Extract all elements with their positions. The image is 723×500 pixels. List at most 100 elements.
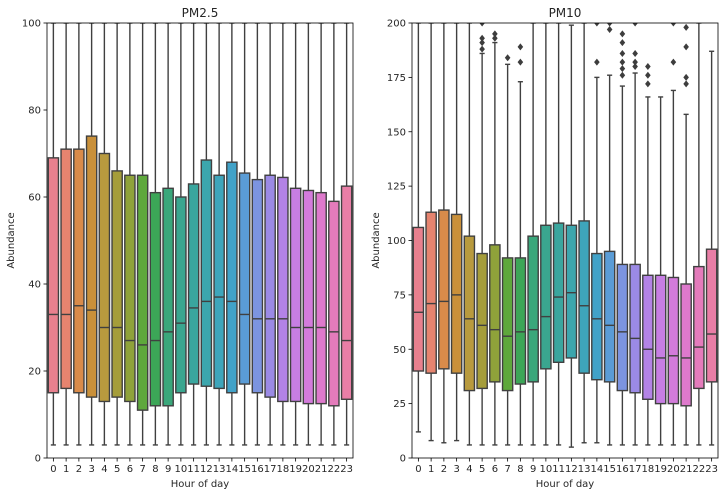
box-hour-13 [578, 220, 590, 374]
outlier-point [517, 43, 524, 51]
box-hour-8 [149, 191, 162, 407]
outlier-point [619, 39, 626, 47]
plot-area [412, 23, 718, 448]
outlier-point [479, 39, 485, 47]
box-hour-20 [302, 189, 315, 405]
x-tick-label: 11 [552, 464, 565, 475]
x-tick-label: 3 [88, 464, 94, 475]
y-tick-label: 100 [387, 236, 406, 247]
y-tick-label: 40 [28, 280, 41, 291]
outlier-point [492, 34, 498, 42]
outlier-point [619, 58, 626, 66]
x-tick-label: 10 [175, 464, 188, 475]
outlier-point [683, 80, 689, 88]
x-tick-label: 1 [63, 464, 69, 475]
y-tick-label: 0 [400, 454, 406, 465]
outlier-point [492, 30, 498, 38]
box-hour-19 [654, 274, 667, 405]
y-tick-label: 60 [28, 193, 41, 204]
chart-title: PM10 [549, 6, 582, 20]
x-tick-label: 21 [315, 464, 328, 475]
x-tick-label: 4 [466, 464, 472, 475]
y-tick-label: 80 [28, 106, 41, 117]
box-hour-16 [251, 178, 264, 394]
y-tick-label: 175 [387, 73, 406, 84]
x-tick-label: 22 [328, 464, 341, 475]
outlier-point [504, 54, 511, 62]
box-hour-22 [693, 265, 705, 390]
x-tick-label: 18 [277, 464, 290, 475]
y-axis-label: Abundance [371, 212, 382, 268]
box-hour-1 [425, 211, 437, 374]
x-tick-label: 19 [289, 464, 302, 475]
x-tick-label: 12 [565, 464, 578, 475]
x-tick-label: 9 [165, 464, 171, 475]
x-axis-label: Hour of day [536, 479, 595, 490]
box-hour-17 [264, 174, 276, 398]
box-hour-11 [187, 183, 200, 385]
x-tick-label: 18 [642, 464, 655, 475]
box-hour-19 [289, 187, 302, 403]
outlier-point [517, 58, 524, 66]
x-tick-label: 5 [479, 464, 485, 475]
box-hour-21 [315, 191, 327, 405]
plot-area [47, 23, 353, 446]
box-hour-13 [213, 174, 225, 390]
box-hour-2 [438, 209, 450, 370]
box-hour-12 [565, 224, 578, 359]
x-tick-label: 0 [415, 464, 421, 475]
outlier-point [479, 45, 485, 53]
box-hour-4 [98, 152, 111, 403]
outlier-point [645, 80, 651, 88]
y-tick-label: 100 [22, 19, 41, 30]
x-tick-label: 19 [654, 464, 667, 475]
box-hour-8 [514, 257, 527, 385]
x-axis-label: Hour of day [171, 479, 230, 490]
outlier-point [683, 23, 689, 31]
box-hour-6 [489, 244, 501, 383]
x-tick-label: 20 [667, 464, 680, 475]
x-tick-label: 11 [187, 464, 200, 475]
y-axis-label: Abundance [6, 212, 17, 268]
outlier-point [670, 58, 677, 66]
x-tick-label: 21 [680, 464, 693, 475]
x-tick-label: 20 [302, 464, 315, 475]
x-tick-label: 14 [226, 464, 239, 475]
y-tick-label: 75 [393, 290, 406, 301]
outlier-point [632, 49, 638, 57]
box-hour-16 [616, 263, 629, 392]
x-tick-label: 8 [517, 464, 523, 475]
outlier-point [683, 43, 689, 51]
box-hour-5 [111, 170, 123, 398]
outlier-point [594, 58, 600, 66]
x-tick-label: 7 [139, 464, 145, 475]
outlier-point [606, 23, 613, 27]
outlier-point [606, 26, 613, 34]
outlier-point [645, 71, 651, 79]
box-hour-6 [124, 174, 136, 403]
x-tick-label: 9 [530, 464, 536, 475]
box-hour-23 [340, 185, 353, 400]
box-hour-5 [476, 252, 488, 390]
x-tick-label: 1 [428, 464, 434, 475]
box-hour-0 [412, 226, 425, 372]
box-hour-18 [277, 176, 289, 403]
x-tick-label: 2 [76, 464, 82, 475]
outlier-point [479, 23, 485, 27]
x-tick-label: 8 [152, 464, 158, 475]
box-hour-22 [328, 200, 340, 407]
box-hour-10 [175, 196, 187, 394]
x-tick-label: 23 [340, 464, 353, 475]
x-tick-label: 4 [101, 464, 107, 475]
y-tick-label: 0 [35, 454, 41, 465]
y-tick-label: 50 [393, 345, 406, 356]
x-tick-label: 16 [251, 464, 264, 475]
x-tick-label: 13 [578, 464, 591, 475]
outlier-point [645, 63, 651, 70]
axes-frame [46, 22, 354, 459]
y-tick-label: 200 [387, 19, 406, 30]
x-tick-label: 16 [616, 464, 629, 475]
box-hour-9 [527, 235, 539, 383]
